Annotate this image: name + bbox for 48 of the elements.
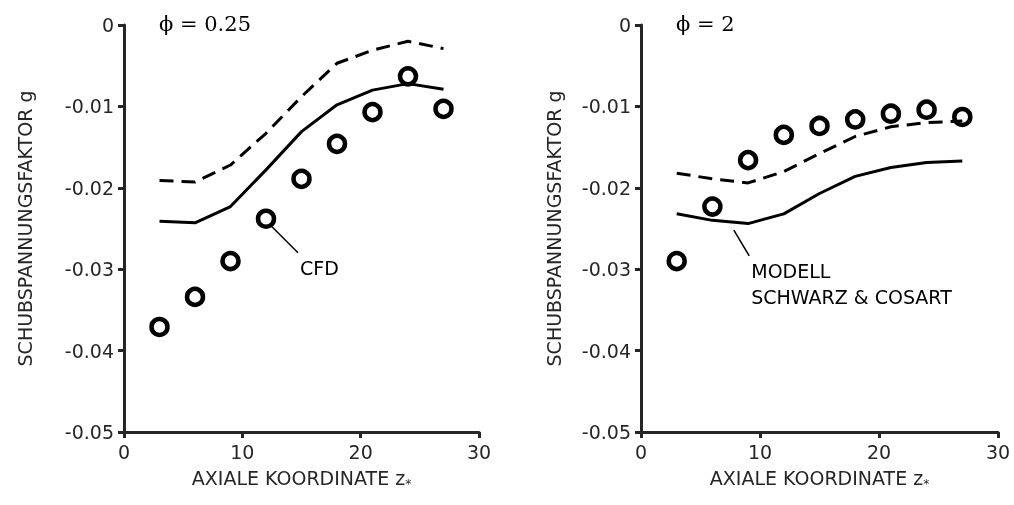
x-tick-label: 30 bbox=[466, 440, 492, 463]
point bbox=[149, 316, 170, 338]
point bbox=[844, 109, 866, 130]
y-tick-label: 0 bbox=[618, 14, 631, 36]
point bbox=[326, 133, 348, 155]
y-tick-label: -0.05 bbox=[581, 421, 631, 443]
y-axis-title: SCHUBSPANNUNGSFAKTOR g bbox=[542, 90, 565, 367]
point bbox=[397, 66, 419, 87]
y-tick-label: -0.03 bbox=[64, 258, 114, 281]
y-axis-title: SCHUBSPANNUNGSFAKTOR g bbox=[13, 90, 36, 367]
y-tick-label: -0.04 bbox=[581, 339, 631, 362]
annotation: MODELL SCHWARZ & COSART bbox=[751, 259, 953, 308]
y-tick-label: -0.01 bbox=[581, 95, 631, 118]
line-series bbox=[158, 39, 445, 184]
x-tick-label: 10 bbox=[747, 440, 773, 463]
x-axis-title: AXIALE KOORDINATE z* bbox=[709, 467, 930, 491]
y-tick-label: -0.04 bbox=[64, 339, 114, 362]
chart-title: ϕ = 2 bbox=[676, 11, 735, 36]
x-tick-label: 30 bbox=[985, 440, 1011, 463]
x-axis-title: AXIALE KOORDINATE z* bbox=[191, 467, 412, 491]
y-tick-label: -0.03 bbox=[581, 258, 631, 281]
point bbox=[702, 196, 723, 217]
point bbox=[737, 149, 759, 171]
y-tick-label: -0.01 bbox=[64, 95, 114, 118]
line-series bbox=[675, 159, 964, 226]
point bbox=[666, 250, 687, 272]
y-tick-label: 0 bbox=[101, 14, 114, 36]
y-tick-label: -0.05 bbox=[64, 421, 114, 443]
x-tick-label: 20 bbox=[866, 440, 892, 463]
point bbox=[952, 106, 973, 128]
point bbox=[184, 286, 206, 308]
y-tick-label: -0.02 bbox=[64, 176, 114, 199]
x-tick-label: 0 bbox=[634, 440, 648, 463]
point bbox=[809, 115, 830, 137]
x-tick-label: 20 bbox=[348, 440, 373, 463]
annotation: CFD bbox=[300, 256, 339, 279]
point bbox=[880, 103, 902, 124]
point bbox=[255, 208, 277, 229]
point bbox=[291, 168, 312, 190]
point bbox=[362, 101, 383, 123]
x-tick-label: 0 bbox=[117, 440, 131, 463]
point bbox=[916, 99, 937, 120]
point bbox=[433, 98, 454, 120]
chart-title: ϕ = 0.25 bbox=[159, 11, 252, 36]
y-tick-label: -0.02 bbox=[581, 176, 631, 199]
point bbox=[773, 124, 795, 146]
point bbox=[220, 250, 241, 272]
x-tick-label: 10 bbox=[230, 440, 255, 463]
